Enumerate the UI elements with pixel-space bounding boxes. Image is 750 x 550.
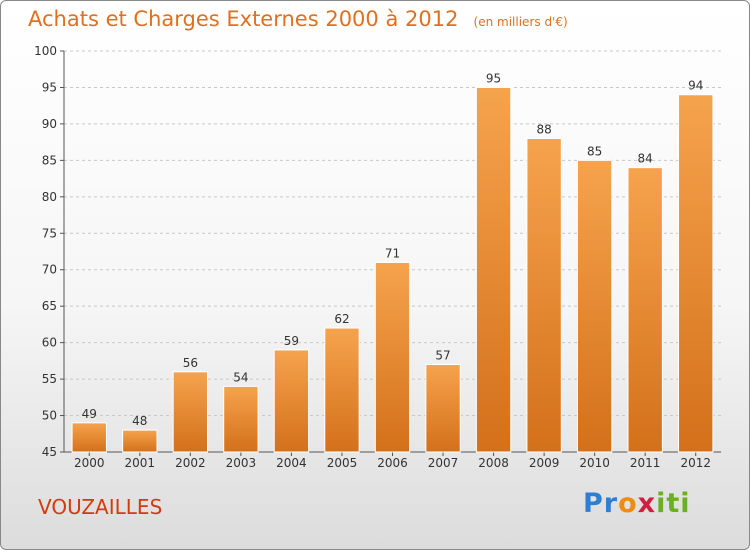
- bar: [223, 385, 259, 453]
- logo-part-4: iti: [656, 488, 691, 519]
- bars: [71, 86, 714, 453]
- chart-title-block: Achats et Charges Externes 2000 à 2012 (…: [28, 7, 568, 31]
- bar: [324, 327, 360, 453]
- bar: [172, 371, 209, 453]
- place-name: VOUZAILLES: [38, 495, 163, 519]
- y-tick-label: 90: [42, 117, 57, 131]
- x-tick-label: 2010: [579, 456, 610, 470]
- data-label: 56: [183, 356, 198, 370]
- bar: [526, 137, 562, 453]
- y-tick-label: 75: [42, 226, 57, 240]
- y-tick-label: 50: [42, 409, 57, 423]
- bar: [374, 261, 411, 453]
- data-label: 85: [587, 144, 602, 158]
- x-tick-label: 2001: [125, 456, 156, 470]
- y-tick-label: 100: [34, 44, 57, 58]
- x-tick-label: 2012: [680, 456, 711, 470]
- data-label: 95: [486, 71, 501, 85]
- x-tick-label: 2004: [276, 456, 307, 470]
- y-tick-label: 65: [42, 299, 57, 313]
- data-label: 54: [233, 370, 248, 384]
- bar: [475, 86, 512, 453]
- bar: [71, 422, 107, 453]
- data-label: 59: [284, 334, 299, 348]
- bar: [425, 364, 461, 453]
- data-label: 94: [688, 79, 703, 93]
- chart-title: Achats et Charges Externes 2000 à 2012: [28, 7, 459, 31]
- y-tick-label: 95: [42, 80, 57, 94]
- chart-unit: (en milliers d'€): [473, 15, 568, 29]
- y-tick-label: 60: [42, 336, 57, 350]
- logo-part-3: x: [637, 488, 657, 519]
- bar: [678, 94, 714, 453]
- x-tick-label: 2007: [428, 456, 459, 470]
- x-tick-label: 2005: [327, 456, 358, 470]
- labels: 45 50 55 60 65 70 75 80 85 90 95 100 49 2000 48 2001 56 2…: [34, 44, 711, 470]
- x-tick-label: 2006: [377, 456, 408, 470]
- x-tick-label: 2002: [175, 456, 206, 470]
- data-label: 71: [385, 246, 400, 260]
- data-label: 48: [132, 414, 147, 428]
- x-tick-label: 2000: [74, 456, 105, 470]
- logo-part-1: Pr: [583, 488, 619, 519]
- bar: [273, 349, 310, 453]
- x-tick-label: 2011: [630, 456, 661, 470]
- bar: [122, 429, 158, 453]
- y-tick-label: 45: [42, 445, 57, 459]
- y-tick-label: 55: [42, 372, 57, 386]
- y-tick-label: 85: [42, 153, 57, 167]
- bar: [627, 167, 663, 453]
- y-tick-label: 70: [42, 263, 57, 277]
- x-tick-label: 2003: [226, 456, 257, 470]
- bar: [576, 159, 613, 453]
- data-label: 49: [82, 407, 97, 421]
- data-label: 57: [435, 349, 450, 363]
- data-label: 84: [638, 152, 653, 166]
- proxiti-logo: Proxiti: [583, 488, 691, 519]
- logo-part-2: o: [618, 488, 638, 519]
- x-tick-label: 2008: [478, 456, 509, 470]
- x-tick-label: 2009: [529, 456, 560, 470]
- y-tick-label: 80: [42, 190, 57, 204]
- data-label: 62: [334, 312, 349, 326]
- data-label: 88: [536, 122, 551, 136]
